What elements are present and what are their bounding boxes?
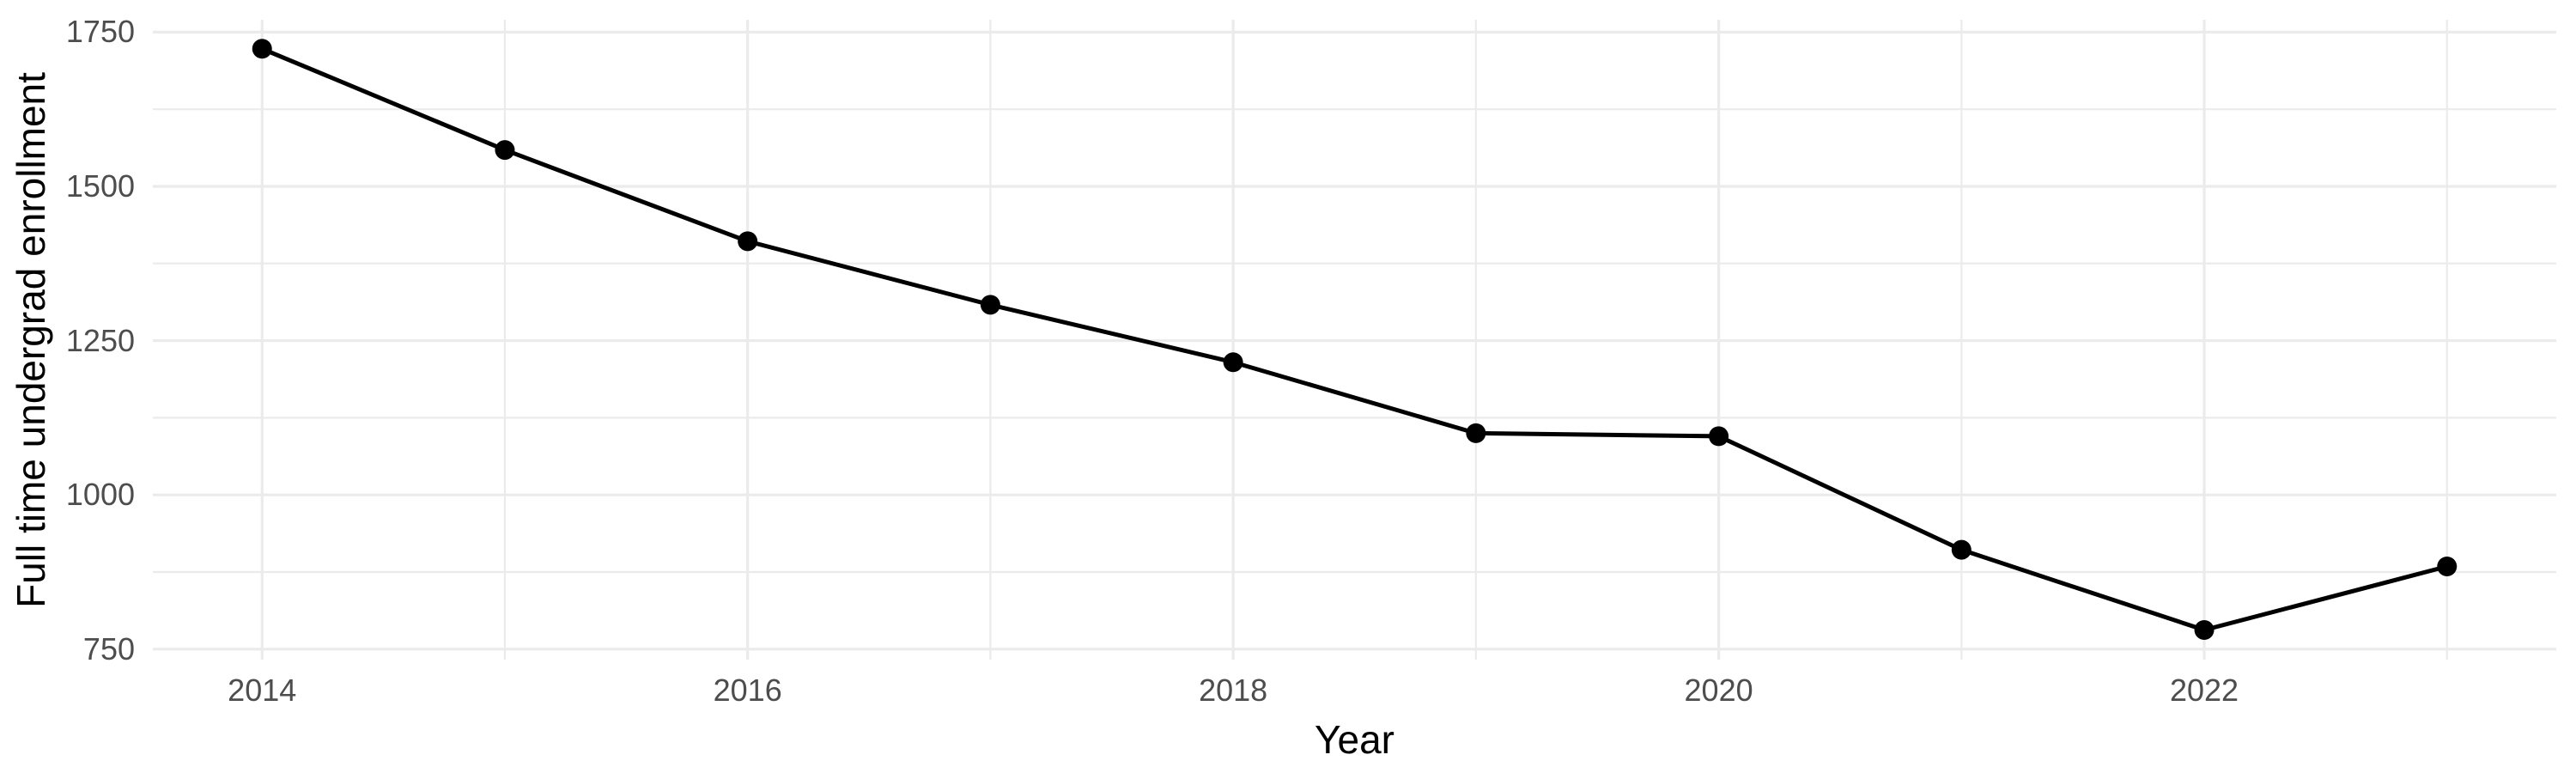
- y-tick-label: 1750: [65, 14, 135, 50]
- data-point: [2437, 557, 2458, 577]
- x-tick-label: 2018: [1199, 673, 1268, 708]
- x-axis-title: Year: [1315, 717, 1394, 762]
- y-axis-title: Full time undergrad enrollment: [9, 71, 53, 608]
- data-point: [495, 140, 515, 161]
- data-point: [1466, 423, 1486, 443]
- data-point: [252, 39, 272, 59]
- y-tick-label: 1500: [65, 167, 135, 204]
- data-line: [261, 46, 2448, 633]
- data-point: [1709, 426, 1729, 447]
- data-point: [738, 231, 758, 252]
- x-tick-label: 2014: [228, 673, 297, 708]
- y-tick-label: 750: [82, 630, 135, 666]
- data-point: [2194, 620, 2215, 641]
- y-tick-label: 1250: [65, 322, 135, 358]
- data-point: [980, 295, 1000, 315]
- x-tick-label: 2020: [1684, 673, 1753, 708]
- x-tick-label: 2022: [2169, 673, 2239, 708]
- x-tick-label: 2016: [713, 673, 782, 708]
- y-tick-label: 1000: [65, 477, 135, 513]
- data-point: [1223, 352, 1243, 373]
- data-point: [1951, 539, 1971, 560]
